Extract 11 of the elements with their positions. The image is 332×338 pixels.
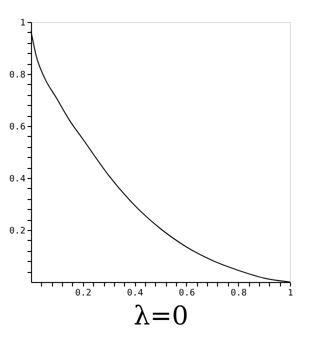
y-tick-label: 0.8 [9, 70, 26, 80]
x-tick-label: 1 [288, 288, 294, 298]
x-tick-label: 0.6 [178, 288, 196, 298]
y-tick-label: 1 [20, 18, 26, 28]
x-tick-label: 0.4 [126, 288, 144, 298]
x-axis-title: λ=0 [134, 302, 188, 332]
y-tick-label: 0.2 [9, 226, 26, 236]
x-tick-label: 0.8 [230, 288, 247, 298]
y-tick-label: 0.6 [9, 122, 26, 132]
y-tick-label: 0.4 [9, 174, 26, 184]
x-tick-label: 0.2 [75, 288, 92, 298]
